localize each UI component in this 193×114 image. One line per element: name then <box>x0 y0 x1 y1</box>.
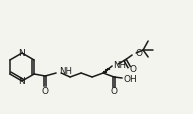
Text: O: O <box>42 86 49 95</box>
Text: O: O <box>135 49 142 58</box>
Text: N: N <box>19 49 25 58</box>
Text: NH: NH <box>113 60 126 69</box>
Text: O: O <box>111 87 118 96</box>
Text: OH: OH <box>123 74 137 83</box>
Text: NH: NH <box>59 67 72 76</box>
Text: O: O <box>130 65 137 74</box>
Text: N: N <box>19 77 25 86</box>
